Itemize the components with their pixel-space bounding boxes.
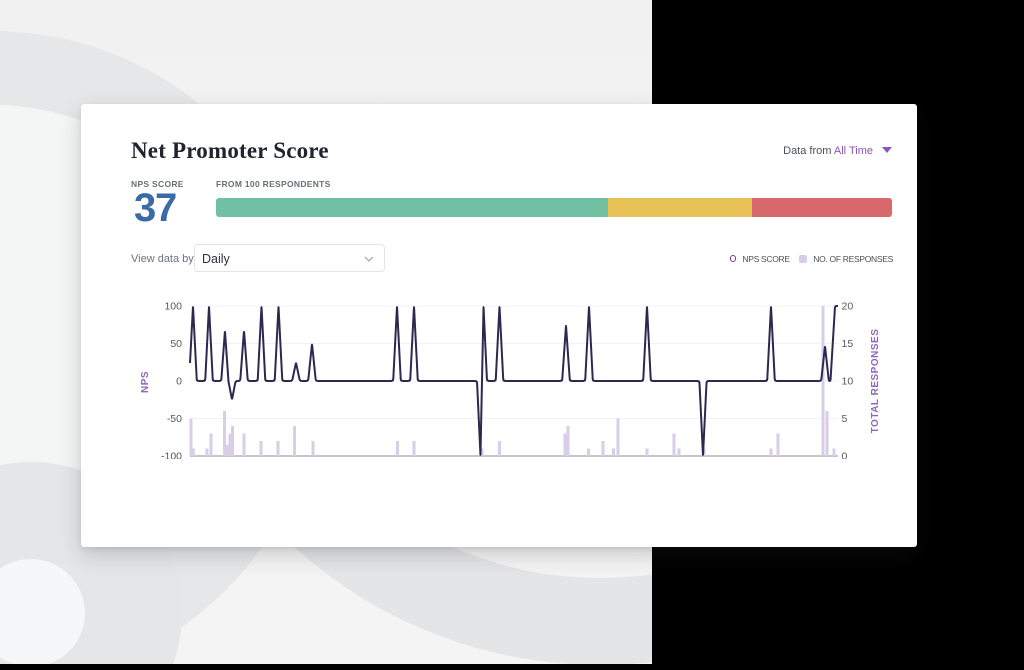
svg-text:-50: -50	[167, 413, 182, 425]
svg-text:100: 100	[164, 301, 182, 313]
svg-text:NPS: NPS	[140, 371, 151, 393]
svg-text:TOTAL RESPONSES: TOTAL RESPONSES	[870, 329, 881, 434]
svg-text:20: 20	[842, 301, 854, 313]
svg-text:0: 0	[842, 451, 848, 460]
svg-text:-100: -100	[161, 451, 182, 460]
svg-text:0: 0	[176, 376, 182, 388]
svg-text:5: 5	[842, 413, 848, 425]
svg-text:15: 15	[842, 338, 854, 350]
svg-text:10: 10	[842, 376, 854, 388]
svg-text:50: 50	[170, 338, 182, 350]
